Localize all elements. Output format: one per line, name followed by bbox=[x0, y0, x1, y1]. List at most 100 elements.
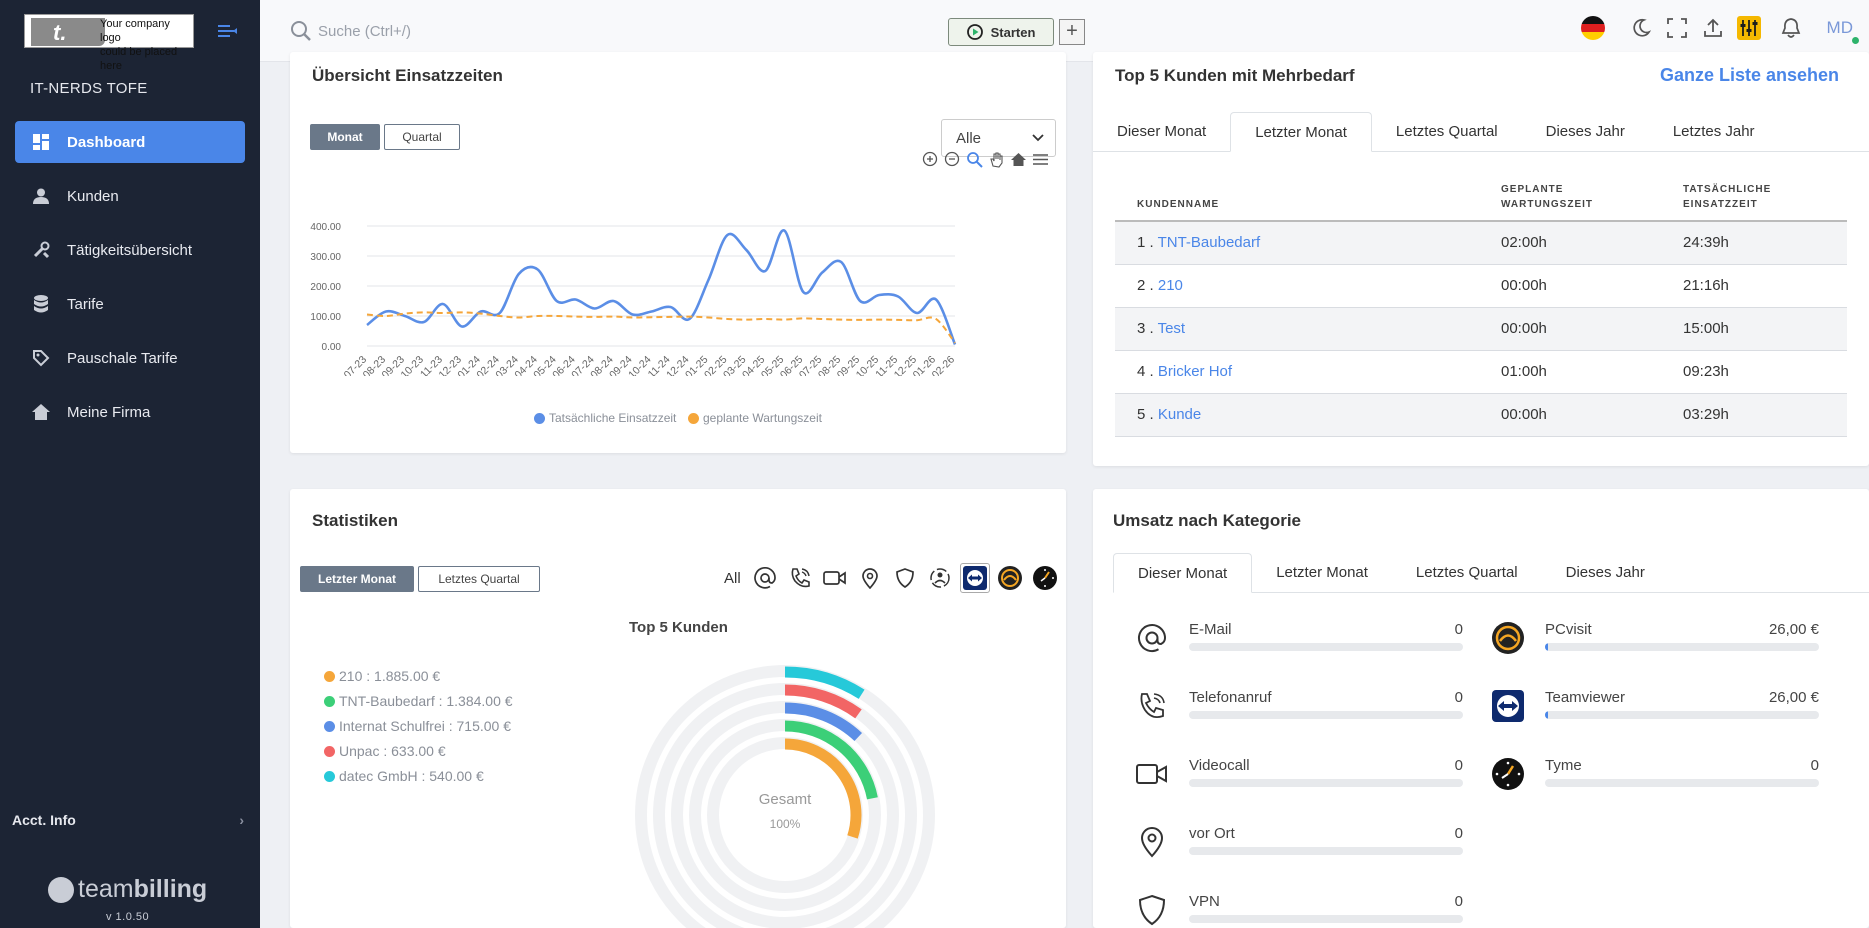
category-head: Videocall 0 bbox=[1189, 757, 1463, 774]
pcvisit-icon[interactable] bbox=[995, 563, 1025, 593]
col-geplante-wartungszeit: GEPLANTE WARTUNGSZEIT bbox=[1479, 182, 1661, 222]
legend-item-actual[interactable]: Tatsächliche Einsatzzeit bbox=[534, 411, 676, 425]
sidebar-item-taetigkeiten[interactable]: Tätigkeitsübersicht bbox=[15, 229, 245, 271]
customer-link[interactable]: TNT-Baubedarf bbox=[1157, 234, 1261, 252]
category-body: E-Mail 0 bbox=[1189, 621, 1463, 651]
start-button[interactable]: Starten bbox=[948, 18, 1054, 46]
category-value: 0 bbox=[1454, 757, 1463, 774]
teambilling-mark-icon bbox=[48, 876, 74, 903]
dark-mode-icon[interactable] bbox=[1629, 16, 1653, 40]
toggle-letztes-quartal[interactable]: Letztes Quartal bbox=[418, 566, 540, 592]
bell-icon[interactable] bbox=[1779, 16, 1803, 40]
radial-bar bbox=[784, 666, 865, 699]
chevron-right-icon: › bbox=[239, 812, 244, 828]
tab-dieser-monat[interactable]: Dieser Monat bbox=[1113, 553, 1253, 593]
row-number: 3 . bbox=[1137, 320, 1154, 337]
top5-table: KUNDENNAME GEPLANTE WARTUNGSZEIT TATSÄCH… bbox=[1115, 182, 1847, 437]
category-label: Videocall bbox=[1189, 757, 1250, 774]
toggle-monat[interactable]: Monat bbox=[310, 124, 380, 150]
y-tick-label: 200.00 bbox=[310, 282, 341, 293]
tab-dieses-jahr[interactable]: Dieses Jahr bbox=[1545, 123, 1625, 140]
selection-zoom-icon[interactable] bbox=[966, 151, 983, 168]
row-number: 1 . bbox=[1137, 234, 1154, 252]
tab-dieses-jahr[interactable]: Dieses Jahr bbox=[1565, 564, 1645, 581]
teamviewer-icon[interactable] bbox=[959, 563, 990, 593]
toggle-letzter-monat[interactable]: Letzter Monat bbox=[300, 566, 414, 592]
category-label: Telefonanruf bbox=[1189, 689, 1272, 706]
tyme-icon[interactable] bbox=[1030, 563, 1060, 593]
row-number: 5 . bbox=[1137, 406, 1154, 423]
table-row: 1 . TNT-Baubedarf 02:00h 24:39h bbox=[1115, 221, 1847, 265]
sidebar-item-dashboard[interactable]: Dashboard bbox=[15, 121, 245, 163]
legend-label: 210 : 1.885.00 € bbox=[339, 668, 441, 684]
cell-planned: 00:00h bbox=[1479, 393, 1661, 437]
sidebar-item-tarife[interactable]: Tarife bbox=[15, 283, 245, 325]
user-avatar[interactable]: MD bbox=[1827, 18, 1859, 44]
radial-bar bbox=[784, 702, 863, 742]
language-flag-icon[interactable] bbox=[1580, 16, 1605, 40]
category-teamviewer: Teamviewer 26,00 € bbox=[1491, 689, 1819, 723]
legend-marker bbox=[324, 670, 335, 682]
customer-link[interactable]: Kunde bbox=[1157, 406, 1202, 423]
umsatz-title: Umsatz nach Kategorie bbox=[1113, 511, 1301, 530]
col-tatsaechliche-label: TATSÄCHLICHE EINSATZZEIT bbox=[1683, 184, 1772, 210]
zoom-out-icon[interactable] bbox=[944, 151, 961, 168]
einsatz-line-chart: 0.00100.00200.00300.00400.0007-2308-2309… bbox=[310, 222, 957, 376]
topbar: Suche (Ctrl+/) Starten + MD bbox=[260, 0, 1869, 62]
legend-customer-datec[interactable]: datec GmbH : 540.00 € bbox=[324, 768, 484, 784]
settings-sliders-icon[interactable] bbox=[1736, 16, 1761, 40]
menu-collapse-icon[interactable] bbox=[218, 22, 240, 40]
location-icon[interactable] bbox=[855, 563, 885, 593]
start-button-label: Starten bbox=[990, 24, 1036, 40]
channel-all[interactable]: All bbox=[724, 569, 741, 587]
top5-title: Top 5 Kunden mit Mehrbedarf bbox=[1115, 66, 1355, 85]
legend-customer-unpac[interactable]: Unpac : 633.00 € bbox=[324, 743, 446, 759]
tab-letztes-jahr[interactable]: Letztes Jahr bbox=[1672, 123, 1755, 140]
table-header-row: KUNDENNAME GEPLANTE WARTUNGSZEIT TATSÄCH… bbox=[1115, 182, 1847, 222]
tab-dieser-monat[interactable]: Dieser Monat bbox=[1117, 123, 1207, 140]
legend-customer-210[interactable]: 210 : 1.885.00 € bbox=[324, 668, 440, 684]
toggle-quartal[interactable]: Quartal bbox=[384, 124, 460, 150]
tab-letzter-monat[interactable]: Letzter Monat bbox=[1276, 564, 1368, 581]
sidebar-item-pauschale-tarife[interactable]: Pauschale Tarife bbox=[15, 337, 245, 379]
tab-letztes-quartal[interactable]: Letztes Quartal bbox=[1395, 123, 1498, 140]
tab-letztes-quartal[interactable]: Letztes Quartal bbox=[1415, 564, 1518, 581]
legend-label: Tatsächliche Einsatzzeit bbox=[549, 411, 677, 425]
customer-link[interactable]: 210 bbox=[1157, 277, 1183, 294]
legend-customer-internat[interactable]: Internat Schulfrei : 715.00 € bbox=[324, 718, 511, 734]
phone-icon[interactable] bbox=[785, 563, 815, 593]
shield-icon[interactable] bbox=[890, 563, 920, 593]
fullscreen-icon[interactable] bbox=[1665, 16, 1689, 40]
customer-link[interactable]: Bricker Hof bbox=[1157, 363, 1233, 380]
radial-bar bbox=[784, 720, 878, 800]
video-icon[interactable] bbox=[820, 563, 850, 593]
acct-info[interactable]: Acct. Info › bbox=[12, 812, 244, 828]
chart-toolbar bbox=[922, 151, 1049, 168]
full-list-link[interactable]: Ganze Liste ansehen bbox=[1659, 65, 1839, 85]
legend-item-planned[interactable]: geplante Wartungszeit bbox=[688, 411, 822, 425]
table-row: 3 . Test 00:00h 15:00h bbox=[1115, 307, 1847, 351]
customer-link[interactable]: Test bbox=[1157, 320, 1186, 337]
cell-planned: 00:00h bbox=[1479, 264, 1661, 308]
sidebar-item-meine-firma[interactable]: Meine Firma bbox=[15, 391, 245, 433]
tab-letzter-monat[interactable]: Letzter Monat bbox=[1230, 112, 1372, 152]
sidebar-item-label: Pauschale Tarife bbox=[67, 349, 178, 367]
add-button[interactable]: + bbox=[1059, 19, 1085, 45]
upload-icon[interactable] bbox=[1701, 16, 1725, 40]
zoom-in-icon[interactable] bbox=[922, 151, 939, 168]
pan-hand-icon[interactable] bbox=[988, 151, 1005, 168]
reset-home-icon[interactable] bbox=[1010, 151, 1027, 168]
legend-customer-tnt[interactable]: TNT-Baubedarf : 1.384.00 € bbox=[324, 693, 513, 709]
col-geplante-label: GEPLANTE WARTUNGSZEIT bbox=[1501, 184, 1593, 210]
category-body: Telefonanruf 0 bbox=[1189, 689, 1463, 719]
at-icon[interactable] bbox=[750, 563, 780, 593]
chart-menu-icon[interactable] bbox=[1032, 151, 1049, 168]
logo-mark: t. bbox=[31, 18, 105, 46]
category-label: Teamviewer bbox=[1545, 689, 1626, 706]
remote-support-icon[interactable] bbox=[925, 563, 955, 593]
sidebar-item-kunden[interactable]: Kunden bbox=[15, 175, 245, 217]
search-input[interactable]: Suche (Ctrl+/) bbox=[290, 20, 411, 42]
company-logo[interactable]: t. Your company logo could be placed her… bbox=[24, 14, 194, 72]
cell-actual: 15:00h bbox=[1661, 307, 1847, 351]
radial-bar bbox=[784, 684, 862, 719]
